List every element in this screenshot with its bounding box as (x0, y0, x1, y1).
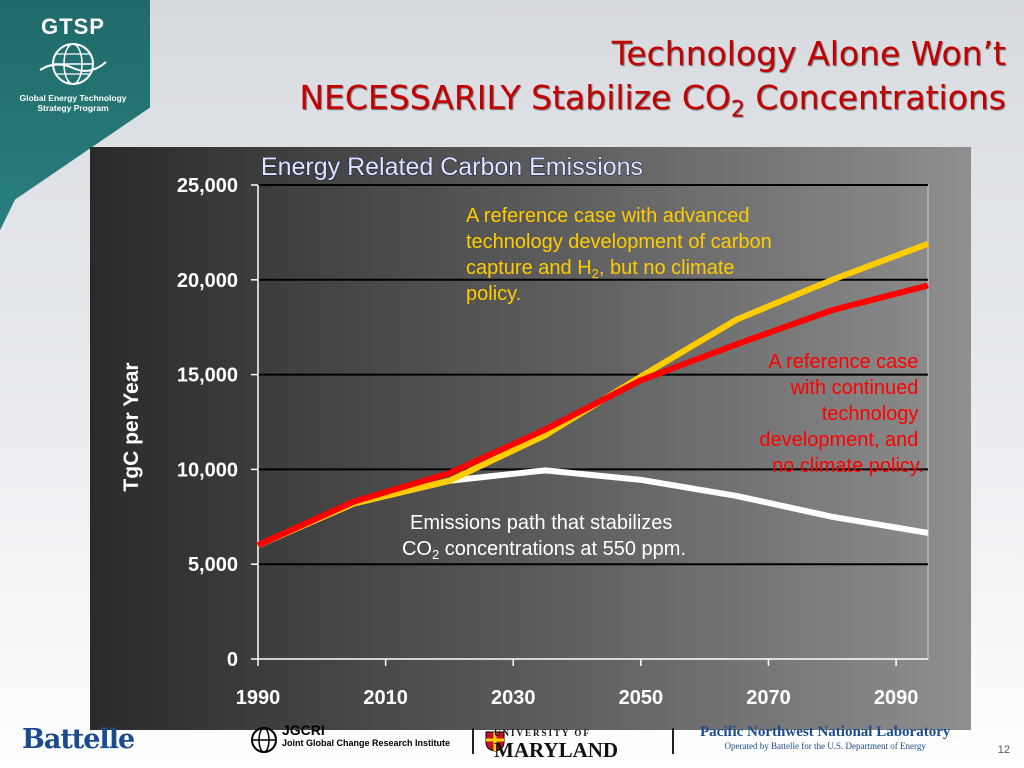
jgcri-logo: JGCRI Joint Global Change Research Instit… (282, 722, 451, 748)
annotation-stabilize: Emissions path that stabilizes CO2 conce… (402, 512, 686, 562)
x-tick-label: 2030 (491, 687, 536, 709)
tick-labels: 0 5,000 10,000 15,000 20,000 25,000 1990 2010 20… (177, 175, 919, 709)
y-axis-label: TgC per Year (120, 362, 143, 491)
pnnl-logo: Pacific Northwest National Laboratory Op… (700, 724, 951, 751)
axes (251, 184, 928, 666)
y-tick-label: 20,000 (177, 270, 238, 292)
y-tick-label: 5,000 (188, 554, 238, 576)
y-tick-label: 10,000 (177, 459, 238, 481)
battelle-logo: Battelle (22, 724, 135, 755)
x-tick-label: 2070 (746, 687, 791, 709)
y-tick-label: 0 (227, 649, 238, 671)
logo-acronym: GTSP (41, 14, 105, 39)
y-tick-label: 25,000 (177, 175, 238, 197)
globe-icon (39, 43, 107, 85)
footer-divider (472, 728, 474, 754)
gtsp-logo: GTSP Global Energy Technology Strategy Pr… (8, 10, 138, 130)
emissions-chart: Energy Related Carbon Emissions TgC per … (120, 153, 930, 709)
page-number: 12 (997, 744, 1010, 756)
slide-title: Technology Alone Won’t NECESSARILY Stabi… (146, 32, 1006, 133)
title-line-2: NECESSARILY Stabilize CO2 Concentrations (299, 78, 1006, 123)
x-tick-label: 1990 (236, 687, 281, 709)
jgcri-globe-icon (251, 727, 277, 753)
annotation-advanced: A reference case with advanced technolog… (466, 205, 777, 305)
grid-lines (258, 184, 928, 566)
annotation-reference: A reference case with continued technolo… (759, 351, 924, 477)
series-line-reference (256, 282, 929, 548)
chart-title: Energy Related Carbon Emissions (261, 153, 643, 181)
x-tick-label: 2010 (363, 687, 408, 709)
footer-divider (672, 728, 674, 754)
y-tick-label: 15,000 (177, 365, 238, 387)
series-line-stabilize (256, 467, 929, 548)
series-lines (256, 240, 930, 548)
title-line-1: Technology Alone Won’t (611, 34, 1006, 73)
maryland-logo: UNIVERSITY OF MARYLAND (494, 728, 619, 762)
footer: Battelle JGCRI Joint Global Change Resear… (0, 712, 1024, 768)
x-tick-label: 2050 (619, 687, 664, 709)
maryland-crest-icon (485, 731, 505, 752)
logo-subtitle: Global Energy Technology Strategy Program (19, 93, 127, 113)
x-tick-label: 2090 (874, 687, 919, 709)
